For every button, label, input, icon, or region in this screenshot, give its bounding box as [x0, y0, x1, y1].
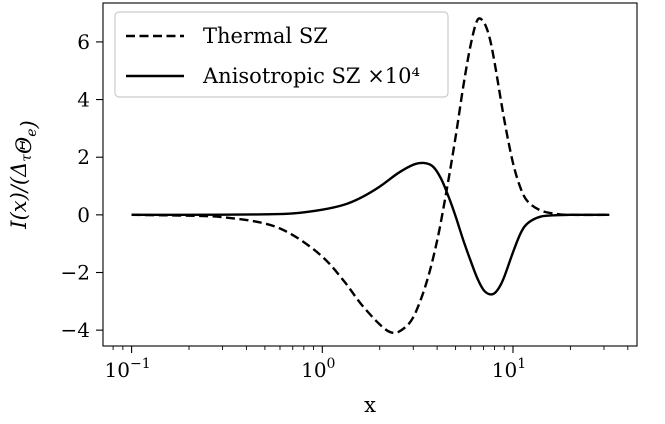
plot-frame — [102, 2, 638, 347]
x-axis-ticks: 10−1 100 101 — [105, 346, 629, 382]
y-axis-label: I(x)/(ΔτΘe) — [7, 120, 41, 229]
y-axis-ticks: −4 −2 0 2 4 6 — [61, 30, 103, 342]
series-line-thermal-sz — [131, 17, 610, 335]
legend-label: Anisotropic SZ ×10⁴ — [202, 64, 420, 88]
y-tick-label: −2 — [61, 261, 90, 285]
x-tick-label: 101 — [492, 356, 526, 382]
y-tick-label: 0 — [77, 203, 90, 227]
y-tick-label: 6 — [77, 30, 90, 54]
x-tick-label: 10−1 — [105, 356, 151, 382]
x-axis-label: x — [364, 393, 376, 417]
plot-content — [131, 17, 610, 335]
y-tick-label: −4 — [61, 318, 90, 342]
y-tick-label: 2 — [77, 145, 90, 169]
legend-label: Thermal SZ — [203, 24, 328, 48]
legend-box — [114, 11, 449, 98]
series-line-anisotropic-sz — [131, 161, 610, 296]
y-tick-label: 4 — [77, 88, 90, 112]
legend: Thermal SZ Anisotropic SZ ×10⁴ — [114, 11, 449, 98]
x-tick-label: 100 — [301, 356, 335, 382]
